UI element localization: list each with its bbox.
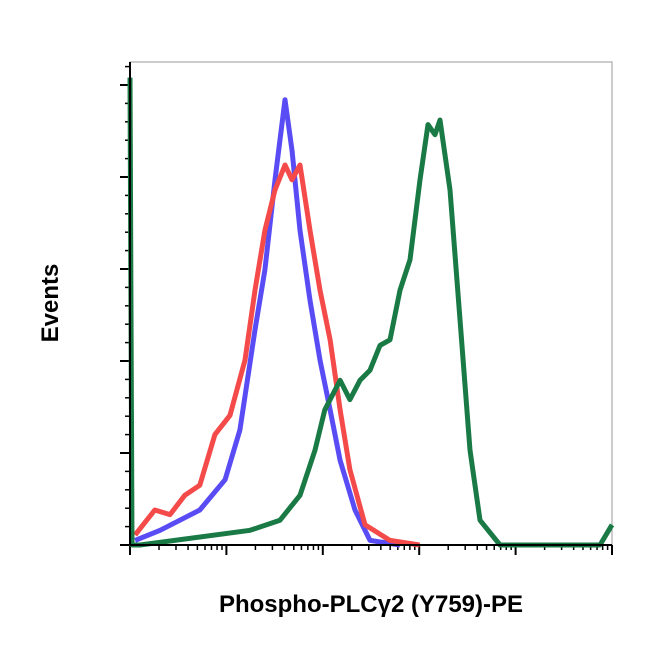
- y-axis-label: Events: [37, 264, 64, 343]
- histogram-line: [127, 77, 615, 548]
- x-axis-label: Phospho-PLCγ2 (Y759)-PE: [219, 591, 523, 618]
- histogram-line: [133, 162, 420, 548]
- histogram-line: [134, 97, 401, 548]
